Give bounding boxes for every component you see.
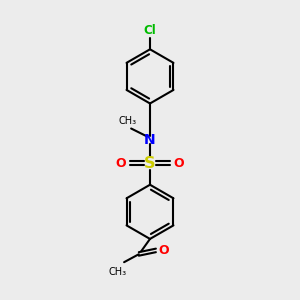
Text: O: O <box>173 157 184 170</box>
Text: O: O <box>116 157 127 170</box>
Text: CH₃: CH₃ <box>118 116 136 126</box>
Text: CH₃: CH₃ <box>109 267 127 277</box>
Text: Cl: Cl <box>144 24 156 37</box>
Text: N: N <box>144 133 156 147</box>
Text: O: O <box>159 244 170 257</box>
Text: S: S <box>144 156 156 171</box>
